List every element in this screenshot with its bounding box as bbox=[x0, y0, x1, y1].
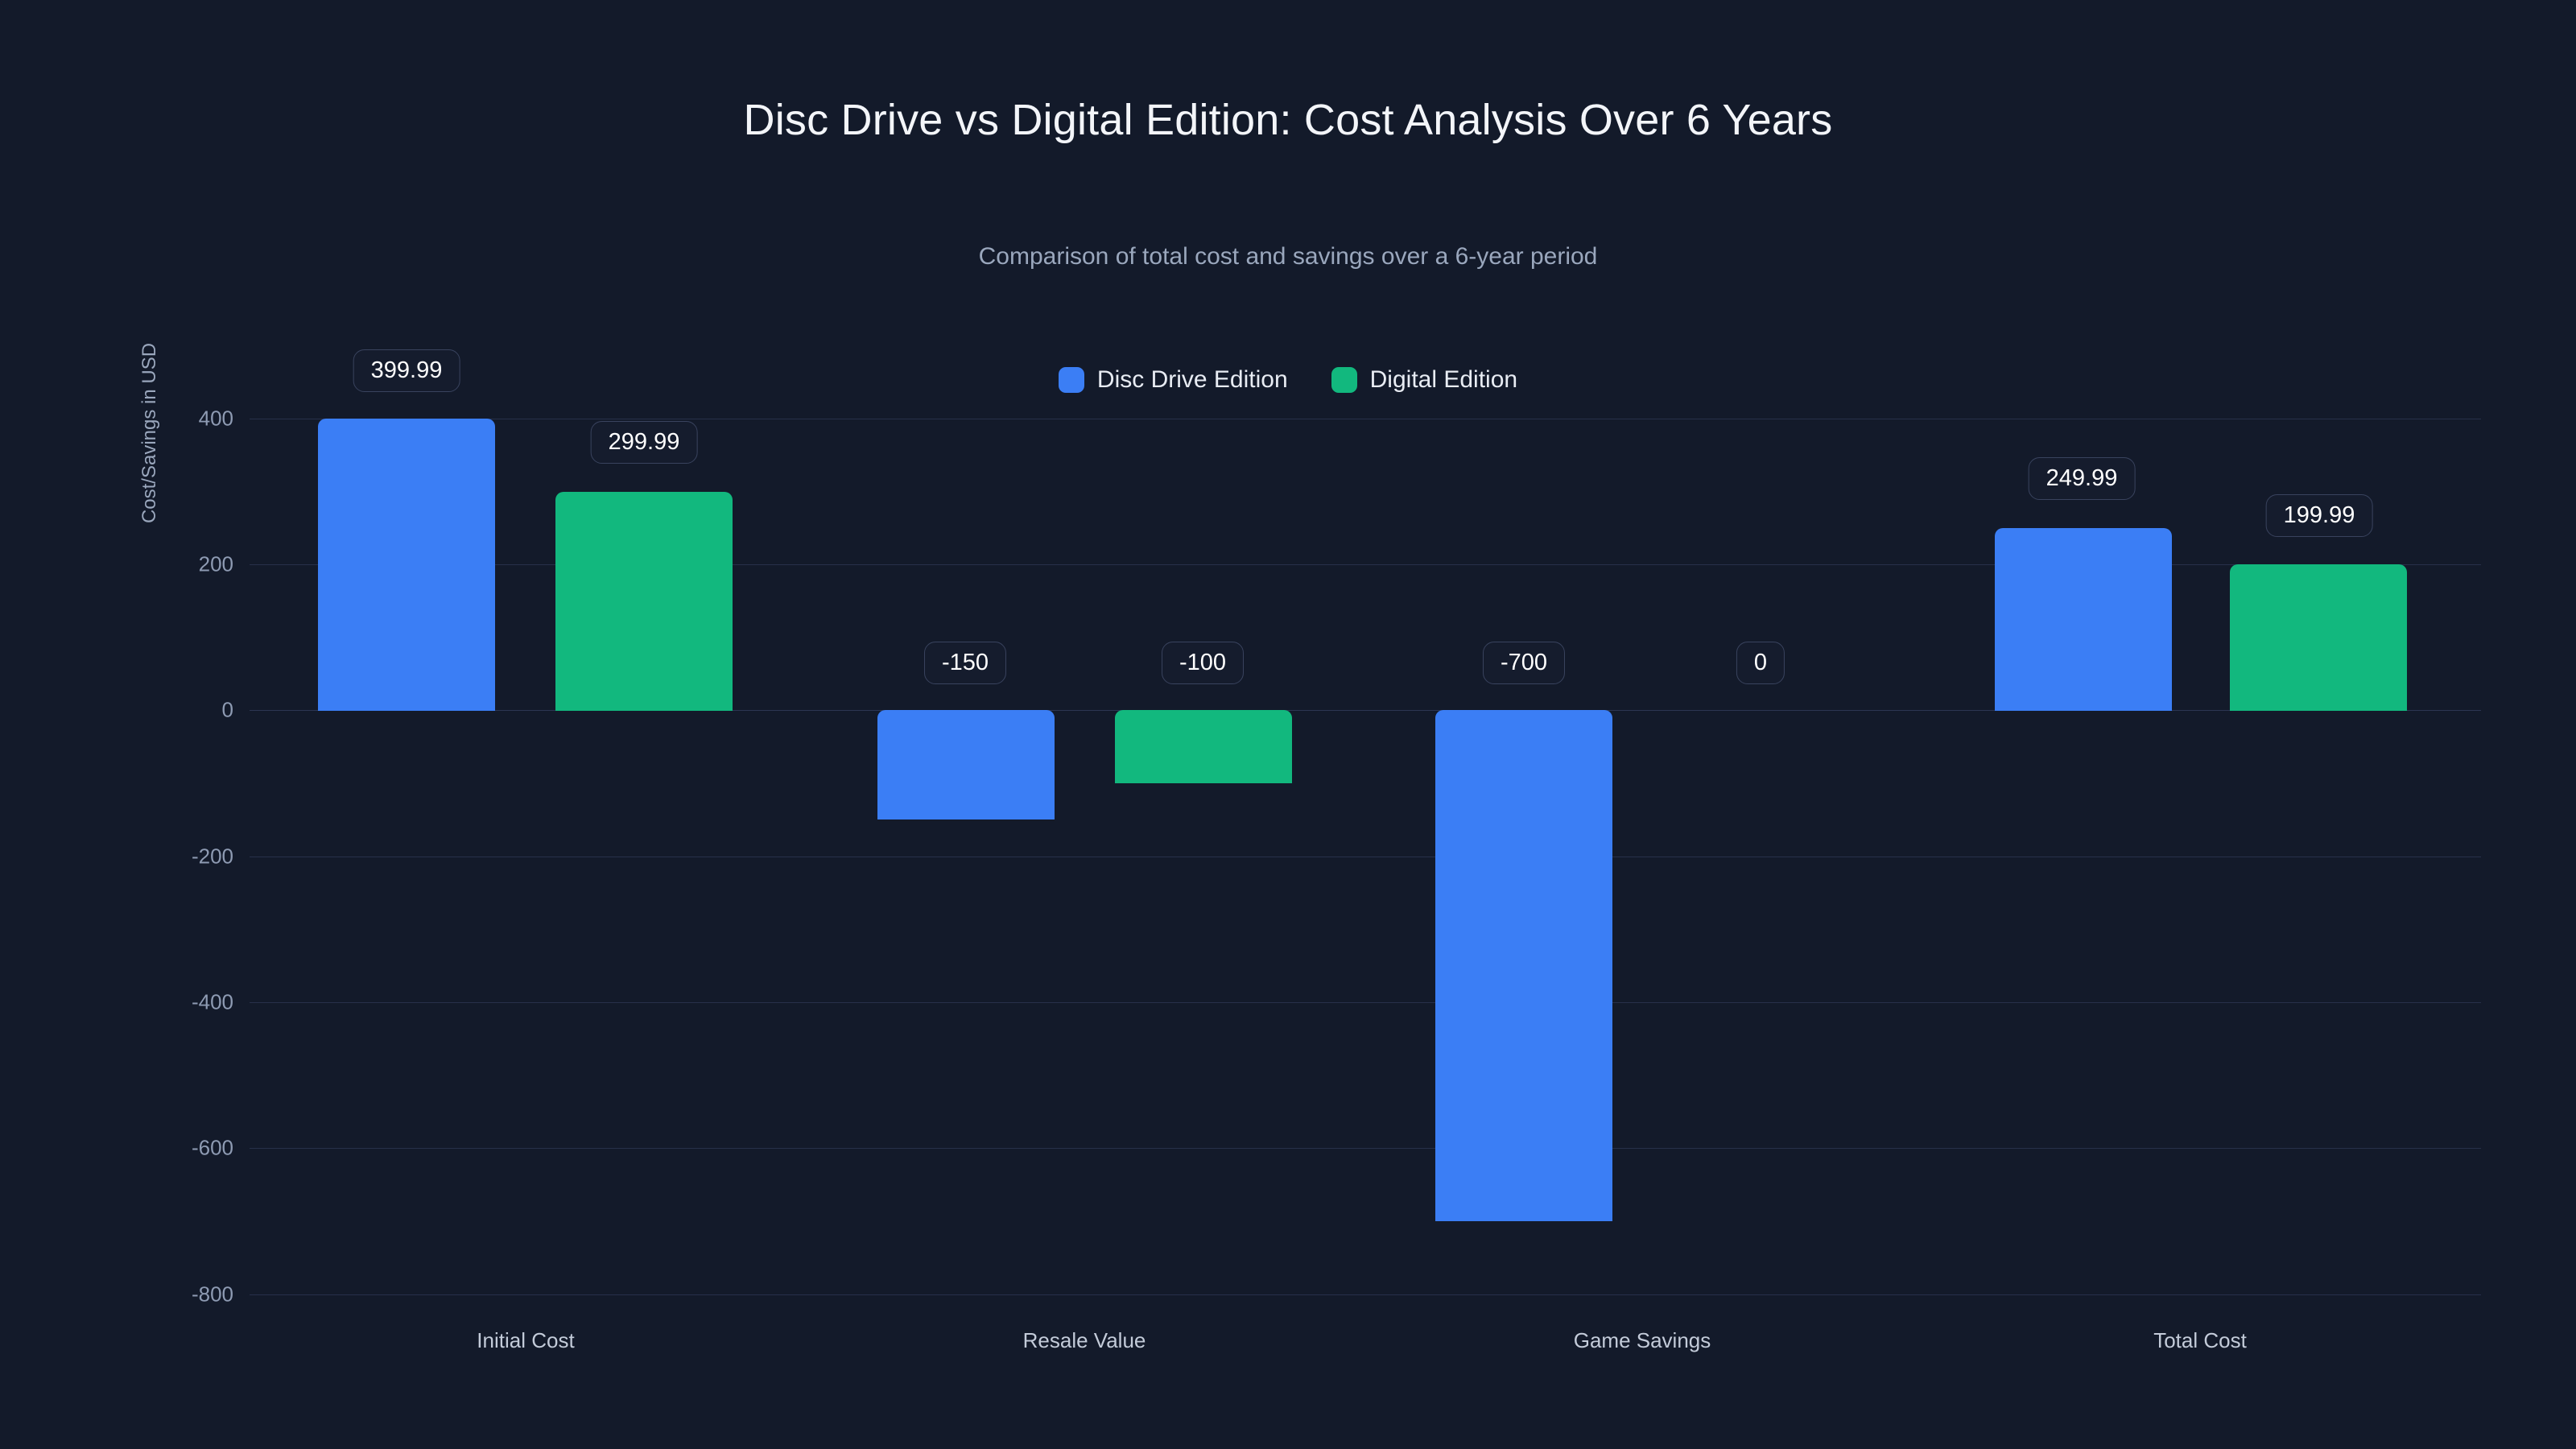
y-tick-label-200: 200 bbox=[198, 551, 233, 576]
y-tick-label-neg600: -600 bbox=[191, 1135, 233, 1160]
bar-resale-value-digital[interactable] bbox=[1115, 710, 1292, 783]
x-tick-label-initial-cost: Initial Cost bbox=[477, 1328, 575, 1352]
legend-item-digital-edition[interactable]: Digital Edition bbox=[1331, 366, 1517, 394]
y-tick-label-neg800: -800 bbox=[191, 1282, 233, 1307]
y-tick-label-neg400: -400 bbox=[191, 989, 233, 1014]
gridline-neg400 bbox=[250, 1002, 2481, 1003]
value-label-game-savings-disc-drive: -700 bbox=[1482, 642, 1566, 684]
chart-subtitle: Comparison of total cost and savings ove… bbox=[978, 243, 1598, 270]
value-label-game-savings-digital: 0 bbox=[1736, 642, 1785, 684]
value-label-initial-cost-disc-drive: 399.99 bbox=[353, 349, 460, 392]
legend-label-disc-drive: Disc Drive Edition bbox=[1096, 366, 1288, 393]
gridline-zero bbox=[250, 710, 2481, 711]
y-tick-label-0: 0 bbox=[221, 697, 233, 722]
y-tick-label-neg200: -200 bbox=[191, 844, 233, 869]
gridline-neg600 bbox=[250, 1148, 2481, 1149]
bar-resale-value-disc-drive[interactable] bbox=[877, 710, 1055, 819]
legend-swatch-icon-digital bbox=[1331, 367, 1357, 393]
bar-total-cost-digital[interactable] bbox=[2230, 564, 2407, 711]
bar-game-savings-disc-drive[interactable] bbox=[1435, 710, 1612, 1221]
chart-title: Disc Drive vs Digital Edition: Cost Anal… bbox=[743, 96, 1833, 144]
x-tick-label-resale-value: Resale Value bbox=[1022, 1328, 1146, 1352]
y-tick-label-400: 400 bbox=[198, 406, 233, 431]
legend-item-disc-drive-edition[interactable]: Disc Drive Edition bbox=[1058, 366, 1288, 394]
plot-area bbox=[250, 419, 2481, 1295]
value-label-initial-cost-digital: 299.99 bbox=[590, 421, 698, 464]
value-label-total-cost-disc-drive: 249.99 bbox=[2028, 457, 2136, 500]
value-label-total-cost-digital: 199.99 bbox=[2265, 494, 2373, 537]
gridline-200 bbox=[250, 564, 2481, 565]
bar-initial-cost-disc-drive[interactable] bbox=[318, 419, 495, 711]
value-label-resale-value-disc-drive: -150 bbox=[923, 642, 1007, 684]
bar-total-cost-disc-drive[interactable] bbox=[1995, 528, 2172, 711]
bar-initial-cost-digital[interactable] bbox=[555, 492, 733, 711]
legend-label-digital: Digital Edition bbox=[1369, 366, 1518, 393]
gridline-neg800 bbox=[250, 1294, 2481, 1295]
x-tick-label-total-cost: Total Cost bbox=[2153, 1328, 2247, 1352]
value-label-resale-value-digital: -100 bbox=[1161, 642, 1245, 684]
x-tick-label-game-savings: Game Savings bbox=[1573, 1328, 1711, 1352]
legend-swatch-icon-disc-drive bbox=[1058, 367, 1084, 393]
